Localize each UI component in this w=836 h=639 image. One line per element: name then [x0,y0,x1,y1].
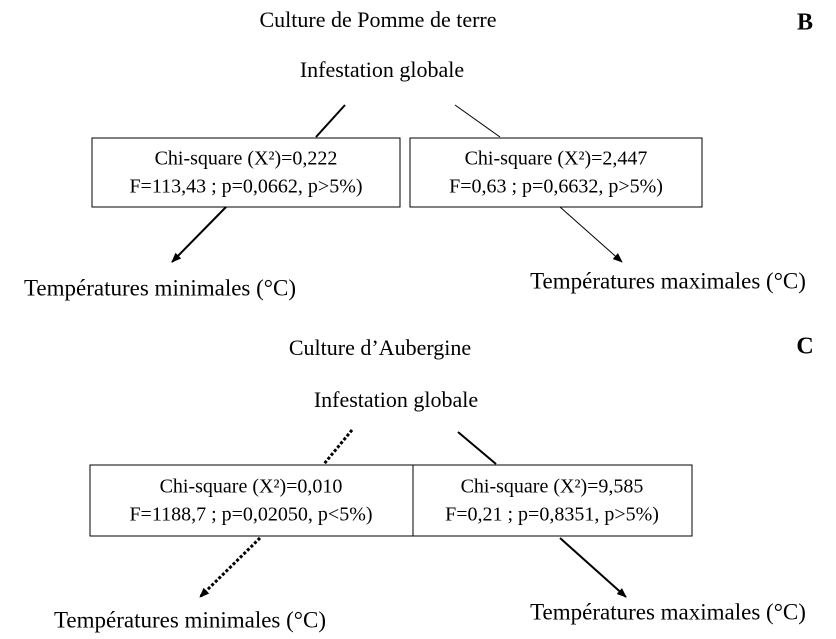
edge [315,104,346,138]
root-node: Infestation globale [300,57,464,82]
panel-b: Culture de Pomme de terre B Infestation … [24,7,813,300]
stat-box [91,137,401,208]
stat-text: F=0,21 ; p=0,8351, p>5%) [445,504,659,526]
stat-box [89,464,414,537]
leaf-node: Températures minimales (°C) [24,275,296,300]
stat-text: F=113,43 ; p=0,0662, p>5%) [129,176,362,198]
panel-title: Culture de Pomme de terre [259,7,496,32]
stat-text: Chi-square (X²)=2,447 [465,148,648,170]
leaf-node: Températures maximales (°C) [530,599,806,624]
root-node: Infestation globale [314,387,478,412]
arrow [198,536,262,599]
stat-text: F=0,63 ; p=0,6632, p>5%) [449,176,663,198]
edge [454,104,501,138]
stat-box [409,137,703,208]
panel-label: C [796,334,813,360]
arrow [559,206,623,263]
leaf-node: Températures minimales (°C) [54,607,326,632]
stat-text: Chi-square (X²)=0,010 [160,476,343,498]
stat-text: F=1188,7 ; p=0,02050, p<5%) [129,504,372,526]
stat-box [412,464,693,537]
edge [457,431,497,465]
edge [322,429,354,465]
stat-text: Chi-square (X²)=9,585 [461,476,644,498]
panel-c: Culture d’Aubergine C Infestation global… [54,334,814,633]
arrow [559,537,627,598]
panel-label: B [797,10,813,36]
arrow [171,206,227,263]
leaf-node: Températures maximales (°C) [530,268,806,293]
stat-text: Chi-square (X²)=0,222 [155,148,338,170]
panel-title: Culture d’Aubergine [289,335,471,360]
